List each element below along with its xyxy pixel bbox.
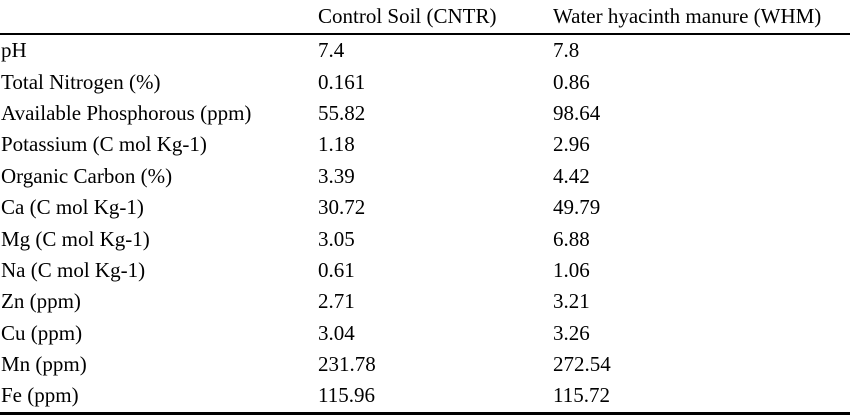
property-cell: Total Nitrogen (%) bbox=[1, 69, 161, 94]
cntr-value-cell: 2.71 bbox=[318, 289, 355, 314]
whm-value-cell: 3.26 bbox=[553, 320, 590, 345]
cntr-value-cell: 0.161 bbox=[318, 69, 366, 94]
whm-value-cell: 4.42 bbox=[553, 163, 590, 188]
table-row: Organic Carbon (%) 3.39 4.42 bbox=[0, 161, 850, 192]
table-row: Cu (ppm) 3.04 3.26 bbox=[0, 318, 850, 349]
whm-value-cell: 2.96 bbox=[553, 132, 590, 157]
cntr-value-cell: 7.4 bbox=[318, 38, 345, 63]
whm-value-cell: 98.64 bbox=[553, 100, 601, 125]
table-row: Total Nitrogen (%) 0.161 0.86 bbox=[0, 66, 850, 97]
property-cell: Na (C mol Kg-1) bbox=[1, 257, 146, 282]
cntr-value-cell: 0.61 bbox=[318, 257, 355, 282]
whm-value-cell: 7.8 bbox=[553, 38, 580, 63]
cntr-value-cell: 3.05 bbox=[318, 226, 355, 251]
table-header: Control Soil (CNTR) Water hyacinth manur… bbox=[0, 0, 850, 35]
property-cell: Ca (C mol Kg-1) bbox=[1, 195, 144, 220]
property-cell: Zn (ppm) bbox=[1, 289, 81, 314]
cntr-value-cell: 55.82 bbox=[318, 100, 366, 125]
property-cell: Organic Carbon (%) bbox=[1, 163, 173, 188]
property-cell: Potassium (C mol Kg-1) bbox=[1, 132, 207, 157]
cntr-value-cell: 3.39 bbox=[318, 163, 355, 188]
table-row: Zn (ppm) 2.71 3.21 bbox=[0, 286, 850, 317]
table-row: Fe (ppm) 115.96 115.72 bbox=[0, 380, 850, 413]
table-row: Ca (C mol Kg-1) 30.72 49.79 bbox=[0, 192, 850, 223]
table-row: Potassium (C mol Kg-1) 1.18 2.96 bbox=[0, 129, 850, 160]
cntr-value-cell: 30.72 bbox=[318, 195, 366, 220]
table-row: Mg (C mol Kg-1) 3.05 6.88 bbox=[0, 223, 850, 254]
column-header-cntr: Control Soil (CNTR) bbox=[317, 0, 552, 35]
column-header-property bbox=[0, 0, 317, 35]
cntr-value-cell: 3.04 bbox=[318, 320, 355, 345]
cntr-value-cell: 115.96 bbox=[318, 383, 375, 408]
property-cell: Available Phosphorous (ppm) bbox=[1, 100, 252, 125]
column-header-whm: Water hyacinth manure (WHM) bbox=[552, 0, 850, 35]
table-body: pH 7.4 7.8 Total Nitrogen (%) 0.161 0.86… bbox=[0, 34, 850, 413]
property-cell: Mg (C mol Kg-1) bbox=[1, 226, 150, 251]
whm-value-cell: 6.88 bbox=[553, 226, 590, 251]
whm-value-cell: 3.21 bbox=[553, 289, 590, 314]
property-cell: Mn (ppm) bbox=[1, 352, 87, 377]
cntr-value-cell: 1.18 bbox=[318, 132, 355, 157]
header-row: Control Soil (CNTR) Water hyacinth manur… bbox=[0, 0, 850, 35]
table-row: pH 7.4 7.8 bbox=[0, 34, 850, 66]
property-cell: Cu (ppm) bbox=[1, 320, 83, 345]
whm-value-cell: 115.72 bbox=[553, 383, 610, 408]
cntr-value-cell: 231.78 bbox=[318, 352, 376, 377]
whm-value-cell: 1.06 bbox=[553, 257, 590, 282]
table-row: Na (C mol Kg-1) 0.61 1.06 bbox=[0, 255, 850, 286]
whm-value-cell: 49.79 bbox=[553, 195, 601, 220]
property-cell: Fe (ppm) bbox=[1, 383, 79, 408]
whm-value-cell: 0.86 bbox=[553, 69, 590, 94]
property-cell: pH bbox=[1, 38, 27, 63]
table-row: Available Phosphorous (ppm) 55.82 98.64 bbox=[0, 98, 850, 129]
whm-value-cell: 272.54 bbox=[553, 352, 611, 377]
table-row: Mn (ppm) 231.78 272.54 bbox=[0, 349, 850, 380]
